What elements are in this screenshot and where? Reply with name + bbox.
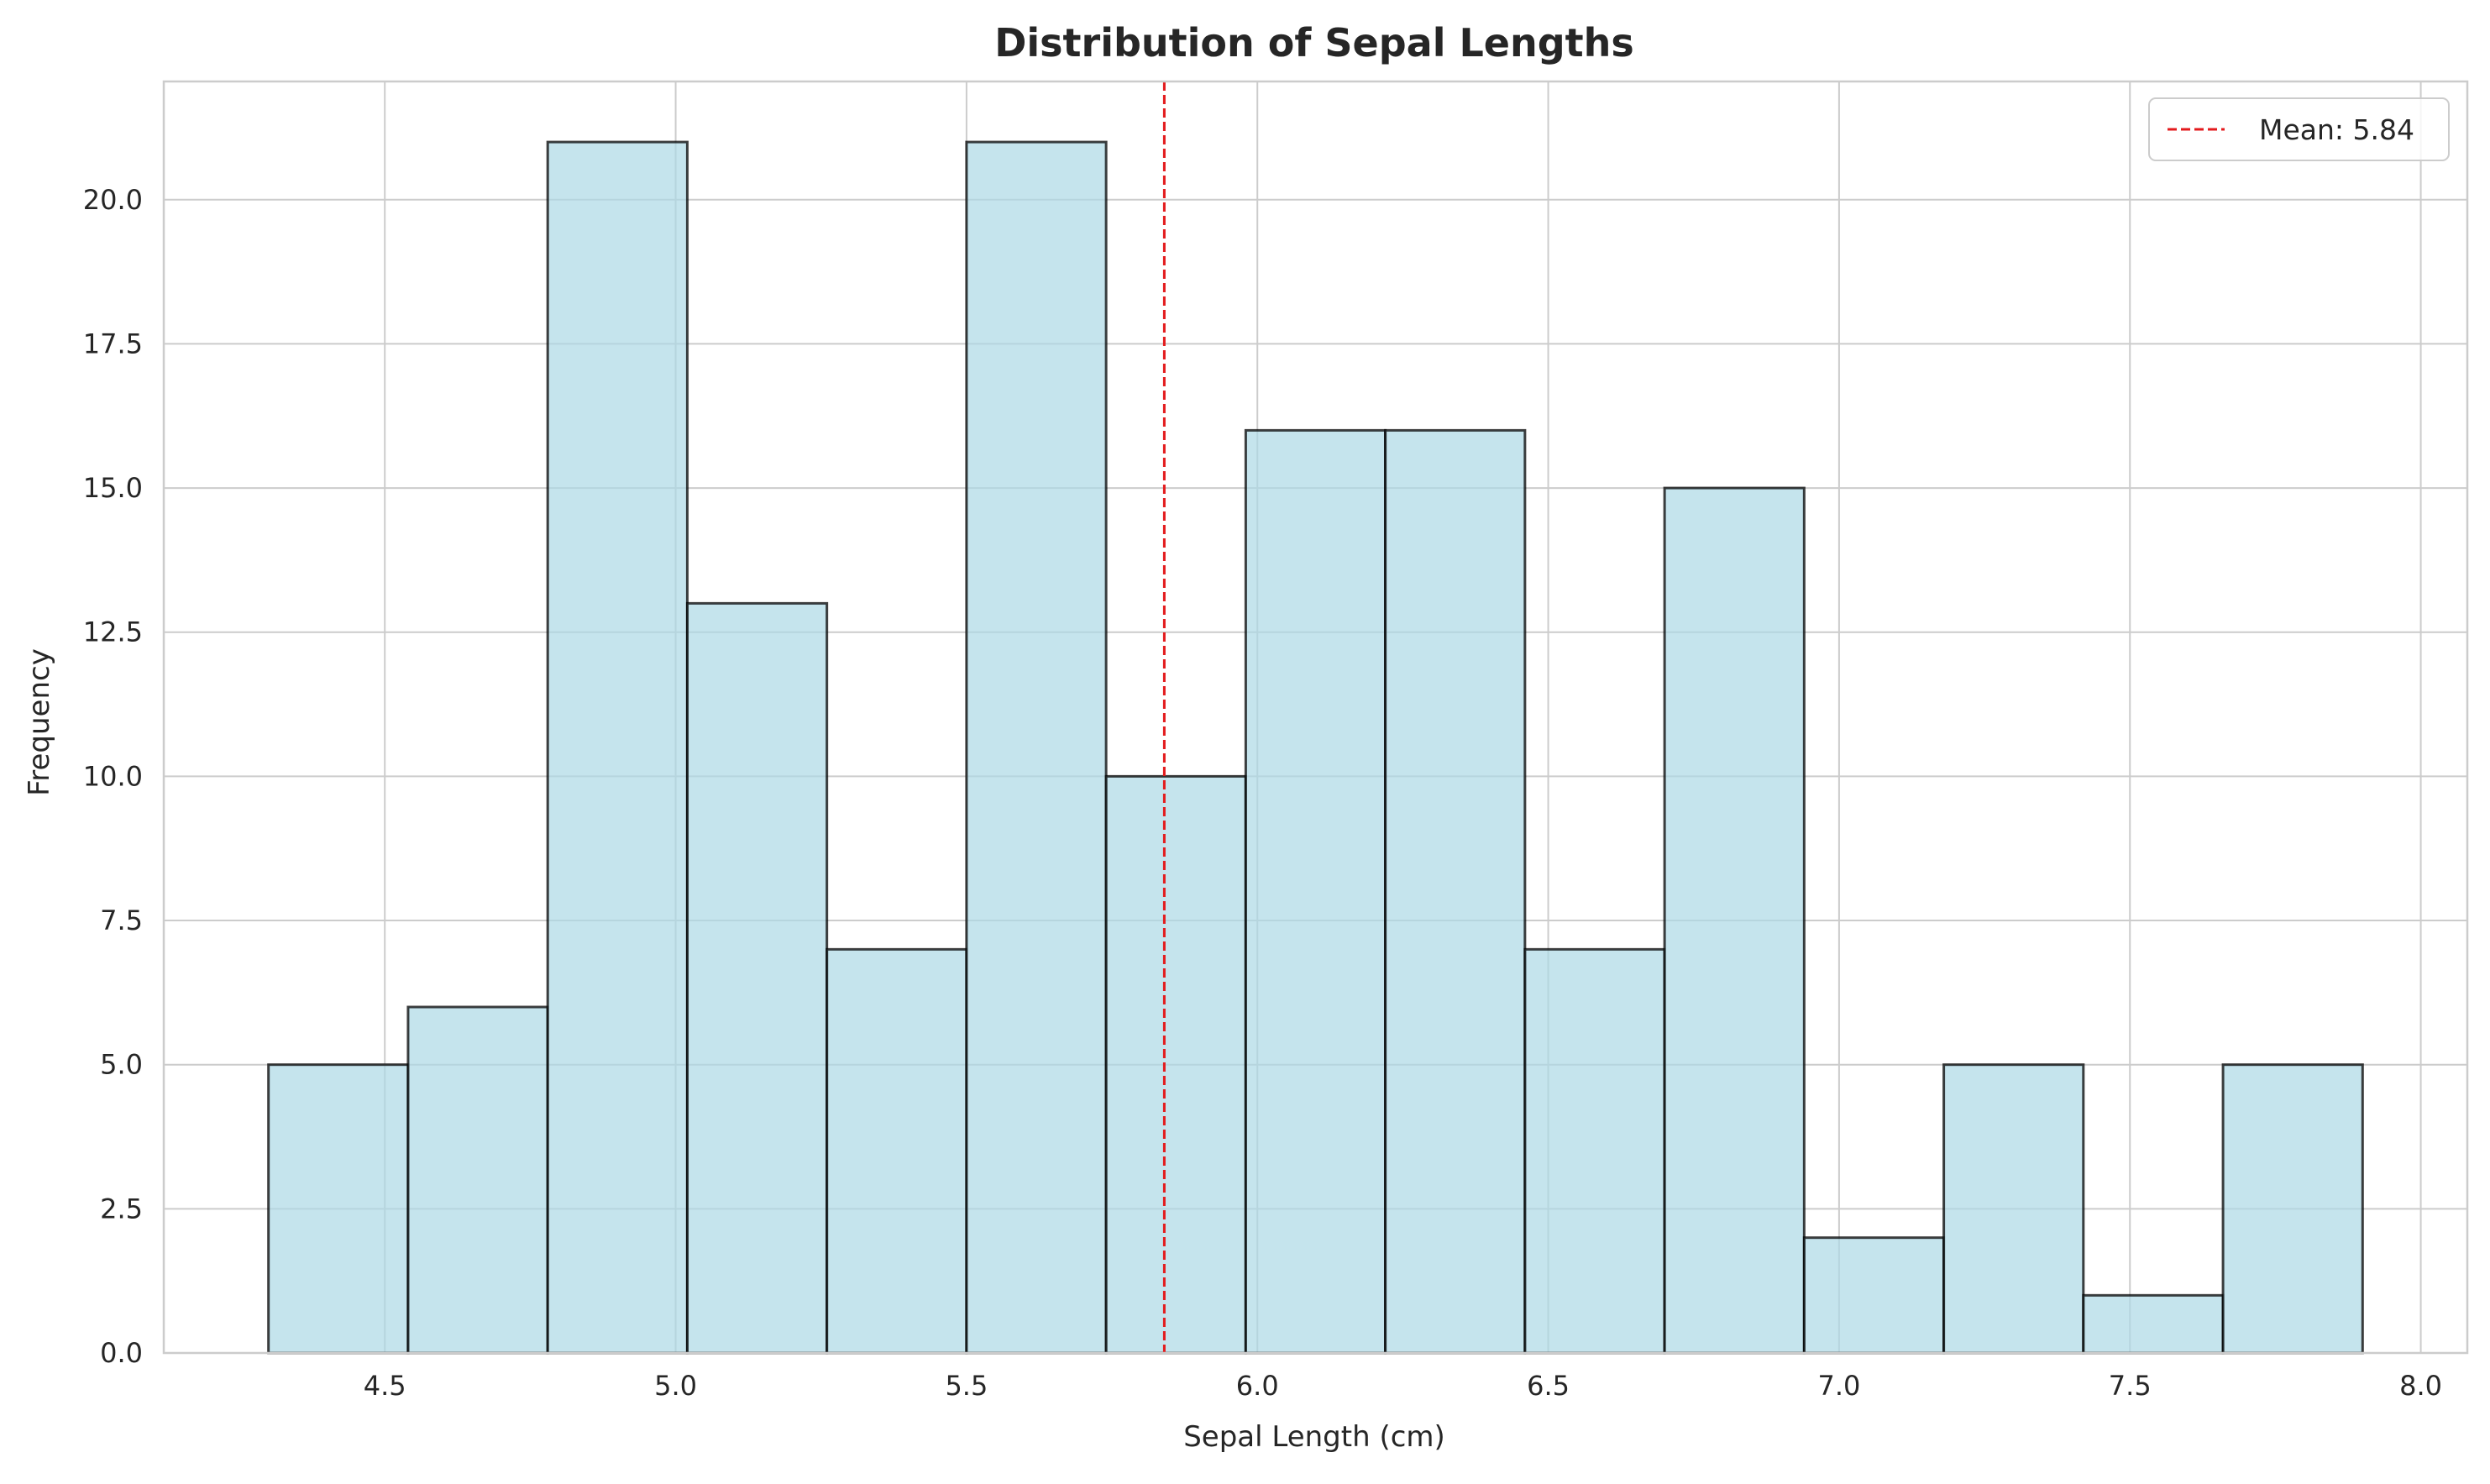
x-tick-label: 6.0 xyxy=(1236,1370,1279,1402)
y-tick-labels: 0.0 2.5 5.0 7.5 10.0 12.5 15.0 17.5 20.0 xyxy=(83,184,143,1369)
y-tick-label: 10.0 xyxy=(83,760,143,792)
histogram-bar xyxy=(826,947,968,1355)
histogram-bar xyxy=(406,1005,549,1355)
legend-box xyxy=(2148,97,2450,161)
y-tick-label: 17.5 xyxy=(83,328,143,359)
y-tick-label: 5.0 xyxy=(100,1049,143,1081)
histogram-bar xyxy=(1942,1063,2085,1355)
y-tick-label: 20.0 xyxy=(83,184,143,216)
y-axis-label: Frequency xyxy=(23,648,56,796)
histogram-bar xyxy=(546,140,689,1355)
y-tick-label: 12.5 xyxy=(83,616,143,648)
histogram-bar xyxy=(1663,486,1806,1355)
x-tick-label: 5.5 xyxy=(945,1370,988,1402)
y-tick-label: 7.5 xyxy=(100,905,143,936)
histogram-bar xyxy=(1244,428,1387,1355)
histogram-bar xyxy=(1384,428,1527,1355)
histogram-bar xyxy=(1104,774,1247,1355)
histogram-bar xyxy=(965,140,1108,1355)
x-tick-label: 7.0 xyxy=(1817,1370,1860,1402)
histogram-bar xyxy=(2082,1293,2225,1355)
legend-mean-label: Mean: 5.84 xyxy=(2259,113,2414,146)
axes-frame xyxy=(162,80,2469,1355)
histogram-bar xyxy=(685,601,829,1355)
chart-title: Distribution of Sepal Lengths xyxy=(994,20,1634,66)
y-tick-label: 15.0 xyxy=(83,472,143,504)
x-tick-labels: 4.5 5.0 5.5 6.0 6.5 7.0 7.5 8.0 xyxy=(364,1370,2442,1402)
histogram-bar xyxy=(1802,1236,1946,1355)
histogram-bar xyxy=(267,1063,410,1355)
histogram-bar xyxy=(1523,947,1666,1355)
histogram-bar xyxy=(2221,1063,2364,1355)
x-tick-label: 6.5 xyxy=(1527,1370,1570,1402)
y-tick-label: 0.0 xyxy=(100,1337,143,1369)
x-axis-label: Sepal Length (cm) xyxy=(1183,1420,1445,1454)
x-tick-label: 4.5 xyxy=(364,1370,406,1402)
histogram-bars xyxy=(267,140,2364,1355)
x-tick-label: 7.5 xyxy=(2109,1370,2152,1402)
x-tick-label: 5.0 xyxy=(654,1370,697,1402)
y-tick-label: 2.5 xyxy=(100,1193,143,1224)
x-tick-label: 8.0 xyxy=(2399,1370,2442,1402)
legend: Mean: 5.84 xyxy=(2148,97,2450,161)
